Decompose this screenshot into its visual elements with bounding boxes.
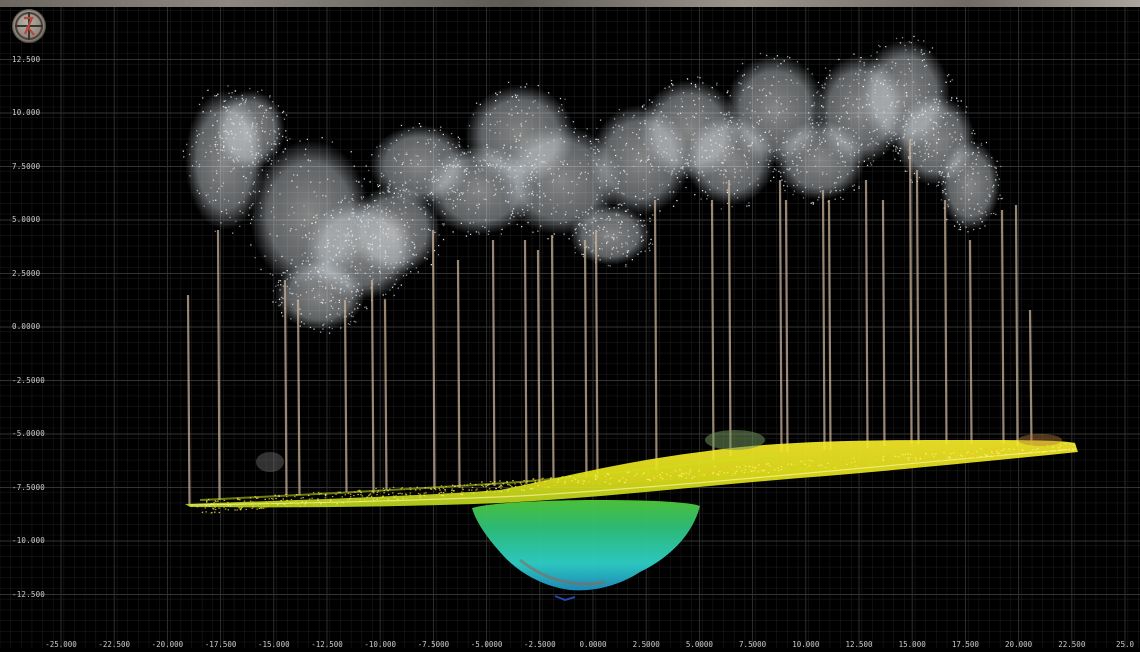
compass-crosshair-logo-icon[interactable]: [12, 9, 46, 43]
tree-trunk: [727, 179, 732, 457]
tree-trunk: [778, 179, 783, 453]
x-axis-tick-label: 2.5000: [632, 640, 660, 649]
tree-trunk: [594, 229, 599, 477]
y-axis-tick-label: 10.000: [12, 108, 41, 117]
tree-trunk: [1000, 209, 1005, 445]
tree-trunk: [343, 299, 348, 493]
understory-vegetation: [256, 430, 1062, 472]
tree-canopy: [182, 35, 1003, 334]
tree-trunk: [968, 239, 973, 445]
excavation-pit: [472, 500, 700, 602]
tree-trunk: [383, 299, 388, 491]
x-axis-tick-label: -20.000: [151, 640, 184, 649]
y-axis-tick-label: -2.5000: [12, 375, 46, 385]
x-axis-tick-label: -17.500: [204, 640, 237, 649]
tree-trunk: [827, 199, 832, 451]
tree-trunk: [881, 199, 886, 447]
ground-surface: [185, 440, 1078, 514]
tree-trunk: [536, 249, 541, 483]
x-axis-tick-label: 5.0000: [685, 640, 713, 649]
y-axis-tick-label: 7.5000: [12, 161, 41, 171]
tree-trunk: [283, 279, 288, 496]
tree-canopy-cluster: [570, 205, 650, 265]
tree-trunk: [1028, 309, 1033, 447]
x-axis-tick-label: -25.000: [45, 640, 77, 649]
tree-trunk: [186, 294, 191, 506]
x-axis-tick-label: -10.000: [364, 640, 396, 649]
y-axis-tick-label: 0.0000: [12, 322, 41, 331]
tree-canopy-cluster: [940, 140, 1000, 230]
y-axis-tick-label: 12.500: [12, 54, 41, 64]
tree-trunk: [523, 239, 528, 485]
tree-trunk: [915, 169, 920, 445]
x-axis-tick-label: -15.000: [257, 640, 290, 649]
tree-trunk: [216, 229, 221, 501]
tree-trunk: [296, 299, 301, 496]
tree-trunk: [456, 259, 461, 489]
tree-canopy-cluster: [350, 185, 440, 275]
photo-strip-top: [0, 0, 1140, 7]
y-axis-tick-label: -7.5000: [12, 482, 46, 492]
x-axis-tick-label: 7.5000: [739, 640, 767, 649]
x-axis-tick-label: -12.500: [311, 640, 343, 649]
x-axis-tick-label: 12.500: [845, 640, 873, 649]
tree-trunk: [908, 139, 913, 445]
x-axis-tick-label: 25.0: [1115, 640, 1135, 649]
x-axis-tick-label: 22.500: [1058, 640, 1086, 649]
x-axis-tick-label: -5.0000: [470, 640, 503, 649]
x-axis-tick-label: -22.500: [98, 640, 130, 649]
tree-trunks: [186, 139, 1033, 506]
tree-canopy-cluster: [275, 260, 365, 330]
x-axis-tick-label: 17.500: [951, 640, 979, 649]
x-axis-tick-label: 0.0000: [579, 640, 607, 649]
tree-trunk: [431, 229, 436, 489]
tree-trunk: [491, 239, 496, 487]
tree-trunk: [821, 189, 826, 451]
tree-trunk: [370, 279, 375, 493]
tree-trunk: [653, 199, 658, 471]
y-axis-tick-label: -12.500: [12, 589, 46, 599]
x-axis-tick-label: -7.5000: [417, 640, 450, 649]
tree-trunk: [1014, 204, 1019, 447]
y-axis-tick-label: -10.000: [12, 536, 46, 545]
x-axis-tick-label: 15.000: [898, 640, 926, 649]
tree-canopy-cluster: [215, 90, 285, 170]
tree-trunk: [943, 199, 948, 445]
tree-trunk: [784, 199, 789, 453]
x-axis-tick-label: 10.000: [792, 640, 820, 649]
y-axis-tick-label: -5.0000: [12, 429, 46, 438]
x-axis-tick-label: 20.000: [1005, 640, 1033, 649]
y-axis-tick-label: 5.0000: [12, 215, 41, 224]
tree-trunk: [550, 234, 555, 481]
tree-trunk: [583, 239, 588, 479]
x-axis-tick-label: -2.5000: [523, 640, 556, 649]
tree-trunk: [864, 179, 869, 449]
y-axis-tick-label: 2.5000: [12, 268, 41, 278]
tree-trunk: [710, 199, 715, 461]
